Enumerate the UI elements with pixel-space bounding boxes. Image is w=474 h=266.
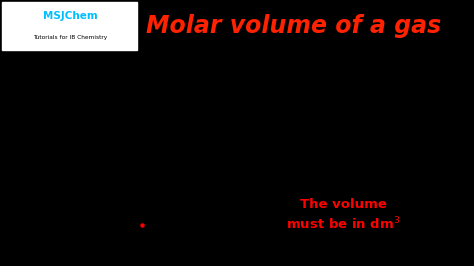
Text: $\mathbf{\mathit{n}\,(mol) =}$: $\mathbf{\mathit{n}\,(mol) =}$ — [60, 150, 137, 168]
Text: $\mathbf{\mathit{V}}$: $\mathbf{\mathit{V}}$ — [189, 190, 202, 206]
Text: $\mathbf{\mathit{n} =}$: $\mathbf{\mathit{n} =}$ — [110, 212, 137, 227]
Text: Molar volume of a gas: Molar volume of a gas — [146, 14, 441, 38]
Text: $\mathbf{\it{V}}\,\mathbf{(dm^3) = \mathit{n}\,(mol) \times \mathit{V}_{\!m}\,(2: $\mathbf{\it{V}}\,\mathbf{(dm^3) = \math… — [95, 71, 379, 93]
Text: $\mathbf{\mathit{V}_{\!m}\,(22.7\;dm^3)}$: $\mathbf{\mathit{V}_{\!m}\,(22.7\;dm^3)}… — [205, 161, 324, 182]
Text: $\mathbf{\it{V} = \mathit{n} \times 22.7}$: $\mathbf{\it{V} = \mathit{n} \times 22.7… — [189, 106, 285, 122]
Text: $\mathbf{22.7}$: $\mathbf{22.7}$ — [175, 218, 216, 234]
Bar — [2, 2, 137, 50]
Text: Tutorials for IB Chemistry: Tutorials for IB Chemistry — [33, 35, 107, 40]
Text: The volume
must be in dm$^3$: The volume must be in dm$^3$ — [286, 198, 401, 232]
Text: MSJChem: MSJChem — [43, 11, 97, 20]
Text: $\mathbf{\mathit{V}\,(dm^3)}$: $\mathbf{\mathit{V}\,(dm^3)}$ — [232, 125, 297, 146]
